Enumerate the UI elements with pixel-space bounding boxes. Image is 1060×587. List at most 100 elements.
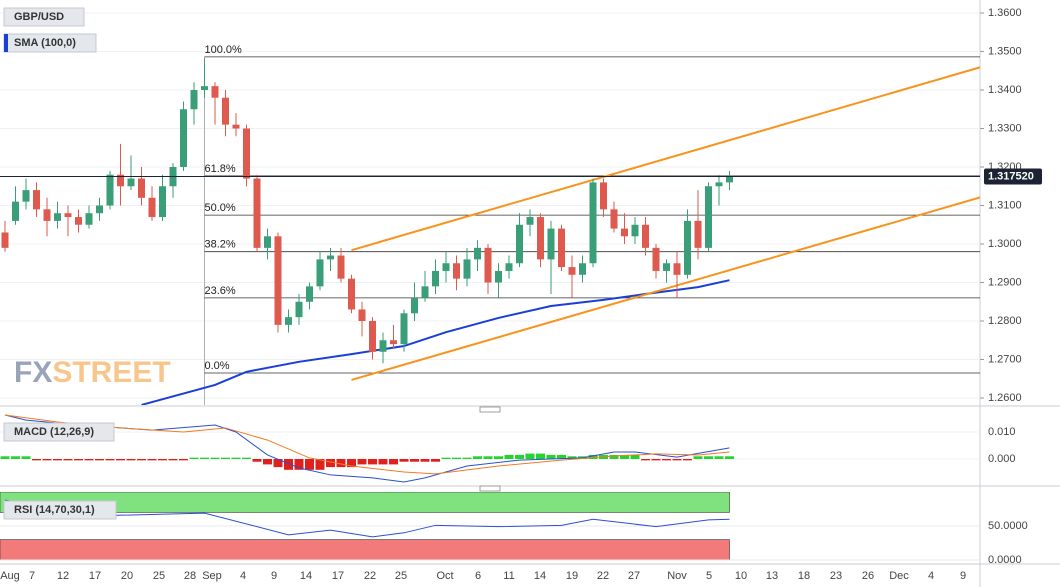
- x-tick-label: 4: [928, 570, 934, 582]
- macd-bar: [32, 459, 41, 461]
- candle-body: [285, 317, 292, 325]
- macd-bar: [95, 459, 104, 461]
- x-tick-label: 4: [240, 570, 246, 582]
- macd-pane: [0, 414, 980, 483]
- candle-body: [516, 224, 523, 264]
- candle-body: [348, 278, 355, 310]
- y2-tick-label: 0.010: [988, 426, 1016, 438]
- macd-bar: [483, 456, 493, 459]
- macd-bar: [326, 459, 335, 468]
- fib-label: 0.0%: [205, 360, 230, 372]
- x-tick-label: 10: [735, 570, 747, 582]
- candle-body: [621, 228, 628, 237]
- candle-body: [547, 228, 555, 260]
- candle-body: [411, 297, 418, 314]
- macd-bar: [168, 459, 178, 461]
- y-tick-label: 1.2800: [988, 315, 1022, 327]
- macd-bar: [704, 456, 713, 459]
- macd-bar: [116, 459, 125, 461]
- x-tick-label: 25: [395, 570, 407, 582]
- legend-label: MACD (12,26,9): [14, 426, 94, 438]
- overbought-zone: [0, 492, 730, 513]
- macd-bar: [683, 459, 692, 461]
- fib-label: 100.0%: [205, 44, 243, 56]
- y-tick-label: 1.3600: [988, 7, 1022, 19]
- legend-label: SMA (100,0): [14, 37, 76, 49]
- macd-bar: [368, 459, 377, 465]
- candle-body: [558, 228, 565, 268]
- candle-body: [222, 97, 229, 125]
- rsi-pane: [0, 492, 980, 561]
- candle-body: [379, 340, 387, 352]
- last-price-box: [984, 168, 1042, 185]
- y2-tick-label: 0.000: [988, 453, 1016, 465]
- macd-bar: [0, 456, 10, 459]
- macd-bar: [242, 457, 251, 459]
- macd-bar: [557, 454, 566, 459]
- macd-bar: [672, 459, 682, 461]
- candle-body: [12, 201, 19, 221]
- y-tick-label: 1.3500: [988, 45, 1022, 57]
- x-tick-label: 28: [184, 570, 196, 582]
- signal-line: [4, 414, 730, 475]
- candle-body: [694, 220, 702, 248]
- candle-body: [117, 174, 124, 187]
- macd-bar: [546, 454, 556, 459]
- x-tick-label: Oct: [436, 570, 453, 582]
- x-tick-label: Nov: [667, 570, 687, 582]
- macd-bar: [137, 459, 146, 461]
- pane-handle[interactable]: [479, 406, 501, 413]
- candle-body: [96, 205, 103, 214]
- candle-body: [1, 232, 9, 248]
- macd-bar: [525, 453, 535, 459]
- macd-bar: [399, 459, 409, 462]
- x-tick-label: Sep: [202, 570, 222, 582]
- macd-bar: [315, 459, 325, 470]
- candle-body: [75, 217, 82, 225]
- candle-body: [337, 255, 345, 279]
- x-tick-label: 7: [29, 570, 35, 582]
- x-tick-label: 19: [566, 570, 578, 582]
- macd-bar: [630, 454, 640, 459]
- candle-body: [369, 321, 376, 352]
- y-tick-label: 1.3300: [988, 122, 1022, 134]
- candle-body: [159, 186, 166, 218]
- candle-body: [274, 236, 282, 325]
- x-tick-label: 17: [332, 570, 344, 582]
- macd-bar: [221, 457, 230, 459]
- candle-body: [474, 247, 481, 260]
- macd-bar: [273, 459, 283, 468]
- macd-bar: [200, 457, 209, 459]
- macd-bar: [189, 457, 199, 459]
- macd-bar: [651, 459, 661, 461]
- candle-body: [148, 197, 156, 218]
- fib-label: 61.8%: [205, 163, 236, 175]
- candle-body: [232, 124, 240, 129]
- candle-body: [106, 174, 114, 206]
- macd-bar: [473, 456, 482, 459]
- macd-bar: [158, 459, 167, 461]
- rsi-line: [4, 499, 730, 538]
- x-tick-label: 9: [960, 570, 966, 582]
- x-tick-label: Aug: [0, 570, 20, 582]
- candle-body: [579, 263, 586, 275]
- candle-body: [610, 209, 618, 229]
- macd-bar: [284, 459, 293, 470]
- x-tick-label: 13: [766, 570, 778, 582]
- candle-body: [390, 340, 397, 345]
- x-tick-label: 14: [300, 570, 312, 582]
- macd-bar: [179, 459, 188, 461]
- macd-bar: [305, 459, 314, 470]
- candle-body: [327, 255, 334, 260]
- candle-body: [673, 263, 681, 275]
- macd-bar: [494, 456, 503, 459]
- x-tick-label: 11: [503, 570, 514, 582]
- candle-body: [33, 190, 40, 210]
- candle-body: [453, 263, 460, 279]
- pane-handle[interactable]: [479, 485, 501, 492]
- x-tick-label: 14: [534, 570, 546, 582]
- candle-body: [64, 213, 72, 218]
- macd-bar: [462, 457, 472, 459]
